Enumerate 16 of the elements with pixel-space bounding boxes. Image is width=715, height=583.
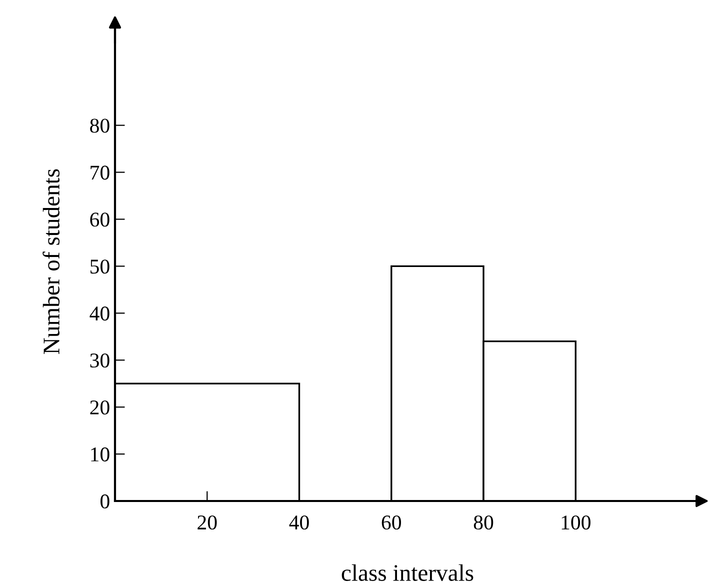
y-tick-label: 0 [100,494,110,508]
x-tick-label: 60 [382,515,401,530]
y-tick-label: 80 [90,118,110,133]
y-tick-label: 50 [90,260,110,274]
x-tick-label: 40 [289,515,309,530]
y-tick-label: 60 [90,212,110,227]
x-tick-label: 100 [562,515,590,530]
y-tick-label: 20 [90,400,110,415]
y-axis-title: Number of students [42,169,60,354]
y-tick-label: 30 [90,353,110,368]
x-tick-label: 20 [198,515,217,530]
y-tick-label: 40 [90,306,110,321]
x-tick-label: 80 [474,515,494,530]
y-tick-label: 70 [90,166,110,180]
x-axis-title: class intervals [342,564,474,581]
y-tick-label: 10 [91,447,110,462]
